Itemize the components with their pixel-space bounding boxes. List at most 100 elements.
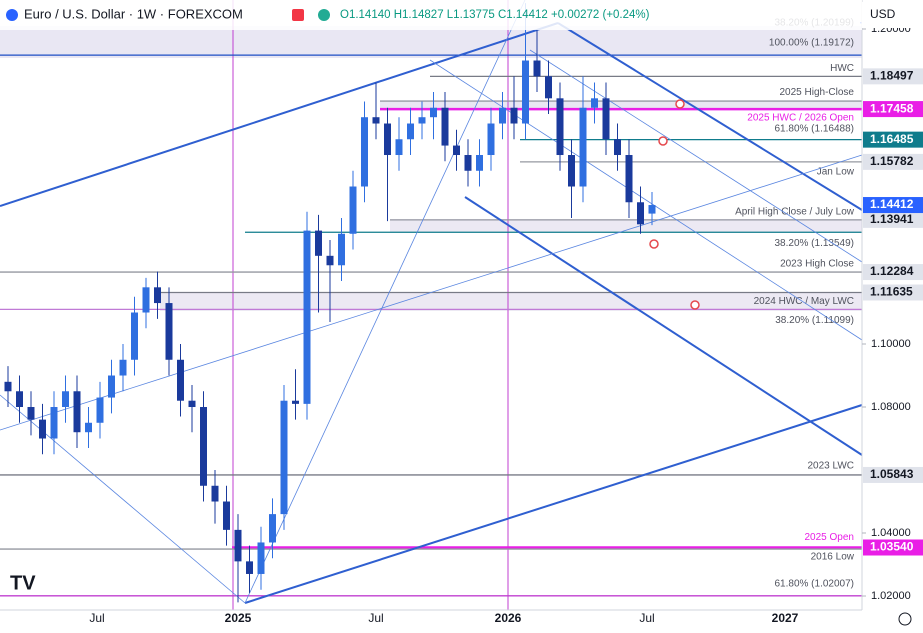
level-annotation: 2025 HWC / 2026 Open [747,113,854,124]
price-label-box [863,153,923,170]
level-annotation: 61.80% (1.16488) [774,123,854,134]
level-annotation: 2023 High Close [780,259,854,270]
y-tick-label: 1.04000 [871,527,911,539]
y-tick-label: 1.08000 [871,401,911,413]
x-tick-label: Jul [368,611,383,625]
x-tick-label: 2025 [225,611,252,625]
channel-line [0,22,559,207]
settings-icon[interactable] [898,612,912,626]
x-tick-label: Jul [89,611,104,625]
candle-body [85,422,92,433]
x-tick-label: 2026 [495,611,522,625]
flag-button[interactable] [292,9,304,21]
candle-body [96,397,104,423]
status-dot [318,9,330,21]
trend-line [244,0,526,604]
candle-body [384,123,391,156]
candle-body [648,205,656,214]
level-annotation: 2025 High-Close [780,87,855,98]
level-annotation: 2016 Low [811,552,855,563]
price-label: 1.17458 [870,101,914,115]
x-tick-label: 2027 [772,611,799,625]
last-price-label: 1.14412 [870,197,914,211]
zone [380,100,862,110]
price-label: 1.12284 [870,264,914,278]
price-label: 1.05843 [870,467,914,481]
header-bg [0,0,862,30]
y-tick-label: 1.02000 [871,590,911,602]
level-annotation: April High Close / July Low [735,207,855,218]
candle-body [476,155,483,171]
currency[interactable]: USD [870,7,896,21]
last-price-box [863,197,923,214]
candle-body [246,561,253,574]
ohlc-readout: O1.14140 H1.14827 L1.13775 C1.14412 +0.0… [340,9,650,21]
chart-title: Euro / U.S. Dollar · 1W · FOREXCOM [24,6,243,21]
candle-body [223,501,230,530]
candle-body [591,98,598,108]
price-label: 1.15782 [870,154,914,168]
marker [690,300,700,310]
candle-body [50,407,58,439]
symbol-icon [6,9,18,21]
candle-body [522,60,529,124]
candle-body [154,287,161,304]
candle-body [119,359,127,376]
candle-body [27,407,35,420]
price-label-box [863,284,923,301]
level-annotation: 38.20% (1.11099) [775,315,854,326]
candle-body [257,542,265,574]
candle-body [533,60,541,77]
candle-body [349,186,357,234]
candle-body [625,155,633,203]
price-label-box [863,131,923,148]
candle-body [62,391,69,408]
marker [675,99,685,109]
candle-body [315,230,322,256]
candle-body [303,230,311,404]
marker [658,136,668,146]
currency-bg [862,2,923,28]
price-label-box [863,264,923,281]
candle-body [441,107,449,146]
price-label-box [863,101,923,118]
candle-body [556,98,564,156]
candle-body [292,400,299,404]
level-annotation: 2024 HWC / May LWC [754,296,854,307]
level-annotation: HWC [830,63,854,74]
candle-body [430,107,437,118]
price-label-box [863,211,923,228]
candle-body [418,117,426,124]
price-label-box [863,466,923,483]
candle-body [200,407,207,486]
candle-body [361,117,368,187]
zones [0,26,862,311]
price-label: 1.18497 [870,69,914,83]
marker [649,239,659,249]
candle-body [280,400,288,515]
candle-body [395,139,403,156]
candle-body [39,419,46,439]
candle-body [211,485,219,502]
candle-body [464,155,472,171]
candle-body [142,287,150,313]
candle-body [487,123,495,156]
level-annotation: 2025 Open [805,532,855,543]
candle-body [499,107,506,124]
zone [160,293,862,311]
level-annotation: Jan Low [817,167,855,178]
candle-body [326,255,334,266]
candles [4,3,656,603]
candle-body [234,529,242,562]
candle-body [269,514,276,543]
candle-body [637,202,644,225]
price-label: 1.03540 [870,540,914,554]
level-annotation: 38.20% (1.13549) [774,238,854,249]
level-annotation: 61.80% (1.02007) [774,578,854,589]
price-label: 1.16485 [870,132,914,146]
candle-body [16,391,23,408]
price-label-box [863,539,923,556]
